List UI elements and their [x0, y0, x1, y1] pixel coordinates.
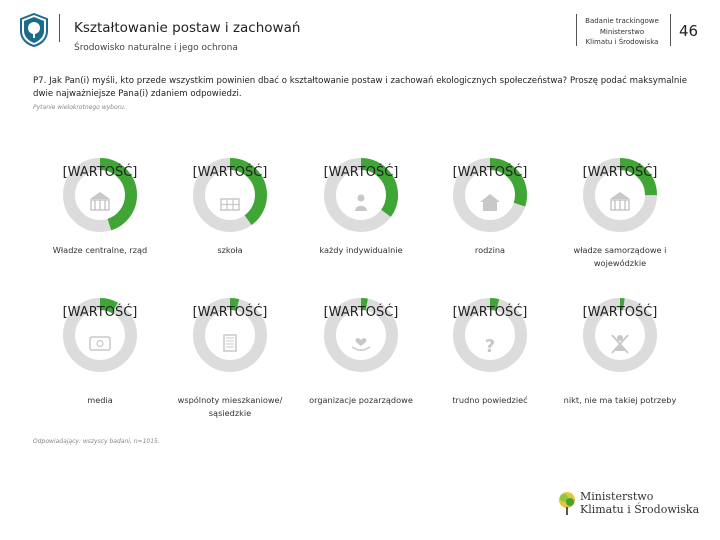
donut-chart: [583, 298, 657, 372]
category-label: trudno powiedzieć: [452, 395, 528, 405]
donut-chart: ?: [453, 298, 527, 372]
donut-value: [WARTOŚĆ]: [452, 305, 528, 320]
person-icon: [355, 194, 367, 211]
category-label: szkoła: [217, 245, 243, 255]
question-hint: Pytanie wielokrotnego wyboru.: [33, 104, 126, 111]
donut-segment: [324, 158, 398, 232]
category-label: media: [87, 395, 113, 405]
government-building-icon: [90, 192, 110, 211]
donut-segment: [193, 298, 267, 372]
donut-chart: [63, 298, 137, 372]
town-hall-icon: [610, 192, 630, 211]
donut-value: [WARTOŚĆ]: [452, 165, 528, 180]
ministry-name-line: Klimatu i Środowiska: [580, 503, 700, 516]
donut-segment: [583, 158, 657, 232]
ministry-emblem-icon: [20, 13, 48, 47]
donut-chart: [453, 158, 527, 232]
donut-chart: [193, 298, 267, 372]
study-line: Ministerstwo: [599, 27, 645, 36]
ministry-logo-icon: [559, 492, 575, 515]
donut-segment: [63, 298, 137, 372]
page-number: 46: [679, 22, 699, 40]
category-label: rodzina: [474, 245, 506, 255]
school-icon: [220, 198, 240, 211]
ministry-name: Ministerstwo Klimatu i Środowiska: [580, 490, 699, 516]
study-divider-right: [670, 14, 671, 46]
question-mark-icon: ?: [485, 336, 495, 357]
category-label: władze samorządowe i wojewódzkie: [573, 245, 667, 268]
donut-chart: [63, 158, 137, 232]
donut-segment: [324, 298, 398, 372]
donut-segment: [583, 298, 657, 372]
donut-value: [WARTOŚĆ]: [192, 165, 268, 180]
donut-value: [WARTOŚĆ]: [62, 305, 138, 320]
study-name: Badanie trackingowe Ministerstwo Klimatu…: [582, 16, 662, 48]
category-label: każdy indywidualnie: [319, 245, 403, 255]
family-house-icon: [480, 194, 500, 211]
tv-icon: [89, 336, 111, 351]
donut-segment: [453, 298, 527, 372]
category-label: Władze centralne, rząd: [52, 245, 148, 255]
study-divider-left: [576, 14, 577, 46]
donut-chart: [583, 158, 657, 232]
footnote: Odpowiadający: wszyscy badani, n=1015.: [33, 438, 160, 445]
donut-value: [WARTOŚĆ]: [62, 165, 138, 180]
donut-chart: [324, 158, 398, 232]
donut-segment: [63, 158, 137, 232]
donut-segment: [453, 158, 527, 232]
category-label: organizacje pozarządowe: [309, 395, 413, 405]
page-title: Kształtowanie postaw i zachowań: [74, 20, 301, 36]
donut-value: [WARTOŚĆ]: [323, 165, 399, 180]
donut-value: [WARTOŚĆ]: [582, 305, 658, 320]
study-line: Klimatu i Środowiska: [585, 38, 659, 46]
svg-text:?: ?: [485, 336, 495, 357]
donut-segment: [193, 158, 267, 232]
question-text: P7. Jak Pan(i) myśli, kto przede wszystk…: [33, 76, 687, 99]
apartment-block-icon: [223, 334, 237, 352]
category-label: nikt, nie ma takiej potrzeby: [563, 395, 677, 405]
header-divider: [59, 14, 60, 42]
donut-chart: [193, 158, 267, 232]
page-subtitle: Środowisko naturalne i jego ochrona: [74, 43, 238, 53]
donut-value: [WARTOŚĆ]: [192, 305, 268, 320]
category-label: wspólnoty mieszkaniowe/ sąsiedzkie: [177, 395, 283, 418]
donut-chart: [324, 298, 398, 372]
donut-value: [WARTOŚĆ]: [582, 165, 658, 180]
hands-heart-icon: [351, 338, 371, 351]
crossed-person-icon: [611, 334, 629, 354]
study-line: Badanie trackingowe: [585, 17, 659, 25]
donut-value: [WARTOŚĆ]: [323, 305, 399, 320]
ministry-name-line: Ministerstwo: [580, 490, 654, 503]
